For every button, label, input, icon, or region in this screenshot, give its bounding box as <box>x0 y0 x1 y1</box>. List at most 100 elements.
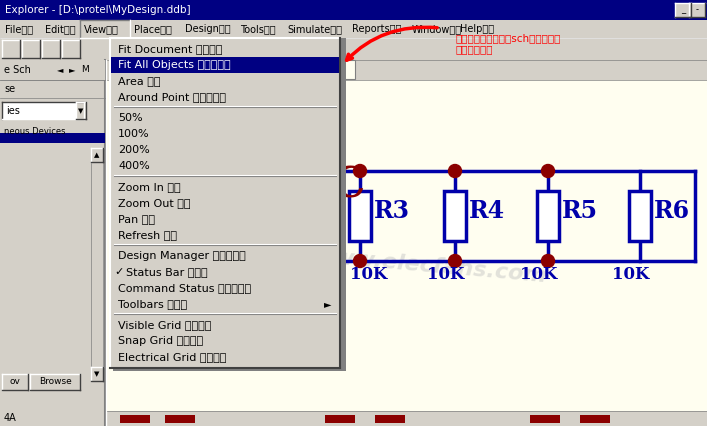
Text: 10K: 10K <box>612 266 649 283</box>
Circle shape <box>542 254 554 268</box>
Bar <box>0 60 105 80</box>
Bar <box>0 20 707 38</box>
Bar <box>30 374 80 390</box>
Bar <box>80 20 130 38</box>
Text: Toolbars 工具条: Toolbars 工具条 <box>118 299 187 309</box>
Circle shape <box>448 164 462 178</box>
Bar <box>42 40 60 58</box>
Text: Design Manager 设计管理器: Design Manager 设计管理器 <box>118 251 246 261</box>
Text: ✓: ✓ <box>114 267 124 277</box>
Bar <box>0 0 707 20</box>
Text: Explorer - [D:\protel\MyDesign.ddb]: Explorer - [D:\protel\MyDesign.ddb] <box>5 5 191 15</box>
Bar <box>580 415 610 423</box>
Bar <box>113 38 346 371</box>
Bar <box>120 415 150 423</box>
Text: File文件: File文件 <box>5 24 33 34</box>
Bar <box>375 415 405 423</box>
Bar <box>2 40 20 58</box>
Bar <box>325 415 355 423</box>
Text: R4: R4 <box>469 199 505 223</box>
Bar <box>0 60 105 426</box>
Text: Sheet1.Sch: Sheet1.Sch <box>291 66 343 75</box>
Text: 400%: 400% <box>118 161 150 171</box>
Bar <box>675 3 691 17</box>
Text: 50%: 50% <box>118 113 143 123</box>
Text: Command Status 命令状态栏: Command Status 命令状态栏 <box>118 283 251 293</box>
Bar <box>91 367 103 381</box>
Text: 4A: 4A <box>4 413 17 423</box>
Text: ◄: ◄ <box>57 66 63 75</box>
Bar <box>91 148 103 381</box>
Text: e Sch: e Sch <box>4 65 31 75</box>
Bar <box>280 60 355 79</box>
Bar <box>111 57 339 73</box>
Bar <box>107 411 707 426</box>
Text: Browse: Browse <box>39 377 71 386</box>
Text: Reports报告: Reports报告 <box>352 24 402 34</box>
Bar <box>0 38 707 60</box>
Text: _: _ <box>681 6 685 14</box>
Text: M: M <box>81 66 89 75</box>
Text: Fit Document 适合文档: Fit Document 适合文档 <box>118 44 223 54</box>
Text: R6: R6 <box>654 199 690 223</box>
Text: CC: CC <box>299 165 366 207</box>
Text: 200%: 200% <box>118 145 150 155</box>
Bar <box>107 60 707 80</box>
Circle shape <box>448 254 462 268</box>
Text: Edit编辑: Edit编辑 <box>45 24 76 34</box>
Bar <box>349 191 371 241</box>
Text: 10K: 10K <box>520 266 557 283</box>
Bar <box>62 40 80 58</box>
Text: Design设计: Design设计 <box>185 24 230 34</box>
Text: 10K: 10K <box>350 266 387 283</box>
Text: Pan 摇景: Pan 摇景 <box>118 214 155 224</box>
Text: ▼: ▼ <box>78 108 83 114</box>
Bar <box>22 40 40 58</box>
Text: Place放置: Place放置 <box>134 24 172 34</box>
Text: Fit All Objects 适合全部体: Fit All Objects 适合全部体 <box>118 60 230 70</box>
Text: Tools工具: Tools工具 <box>240 24 276 34</box>
Bar <box>444 191 466 241</box>
Bar <box>629 191 651 241</box>
Text: ▲: ▲ <box>94 152 100 158</box>
Text: 100%: 100% <box>118 129 150 139</box>
Text: Snap Grid 捕获网格: Snap Grid 捕获网格 <box>118 336 203 346</box>
Text: Zoom In 放大: Zoom In 放大 <box>118 182 180 192</box>
Text: R3: R3 <box>374 199 410 223</box>
Circle shape <box>354 254 366 268</box>
Text: View视图: View视图 <box>84 24 119 34</box>
Text: ▼: ▼ <box>94 371 100 377</box>
Bar <box>165 415 195 423</box>
Text: K: K <box>300 266 317 284</box>
Text: ov: ov <box>10 377 21 386</box>
Text: Help帮助: Help帮助 <box>460 24 494 34</box>
Bar <box>689 3 705 17</box>
Bar <box>107 80 707 411</box>
Text: se: se <box>4 84 15 94</box>
Text: Area 区域: Area 区域 <box>118 76 160 86</box>
Text: 10K: 10K <box>427 266 464 283</box>
Bar <box>2 102 84 119</box>
Text: ies: ies <box>6 106 20 116</box>
Text: ►: ► <box>69 66 75 75</box>
Circle shape <box>354 164 366 178</box>
Text: Around Point 以点为中心: Around Point 以点为中心 <box>118 92 226 102</box>
Bar <box>2 374 28 390</box>
Text: 运行此项，将显示出sch图纸中的所
有有效零件！: 运行此项，将显示出sch图纸中的所 有有效零件！ <box>455 33 561 55</box>
Text: 2: 2 <box>300 196 321 227</box>
Text: Visible Grid 可视网格: Visible Grid 可视网格 <box>118 320 211 330</box>
Bar <box>0 133 105 143</box>
Text: -: - <box>696 6 699 14</box>
Circle shape <box>542 164 554 178</box>
Bar <box>76 102 86 119</box>
Text: Simulate仿真: Simulate仿真 <box>287 24 342 34</box>
Text: www.elecfans.com: www.elecfans.com <box>312 246 547 286</box>
Text: ►: ► <box>325 299 332 309</box>
Bar <box>537 191 559 241</box>
Bar <box>110 38 340 368</box>
Text: Electrical Grid 电气网格: Electrical Grid 电气网格 <box>118 352 226 362</box>
Text: neous Devices: neous Devices <box>4 127 66 135</box>
Text: Zoom Out 缩小: Zoom Out 缩小 <box>118 198 190 208</box>
Text: R5: R5 <box>562 199 598 223</box>
Text: Status Bar 状态栏: Status Bar 状态栏 <box>126 267 208 277</box>
